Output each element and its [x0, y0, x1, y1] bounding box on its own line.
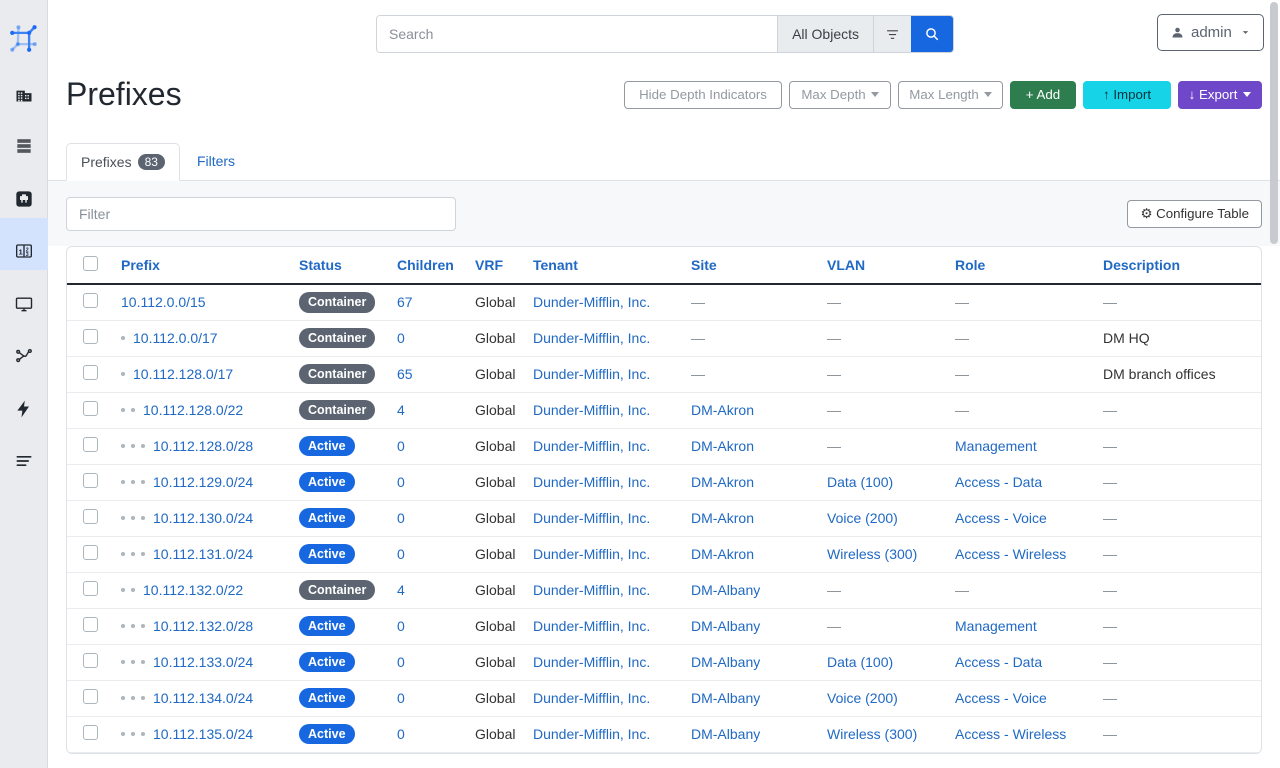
svg-text:1: 1 [18, 248, 23, 257]
svg-text:3: 3 [25, 252, 28, 258]
